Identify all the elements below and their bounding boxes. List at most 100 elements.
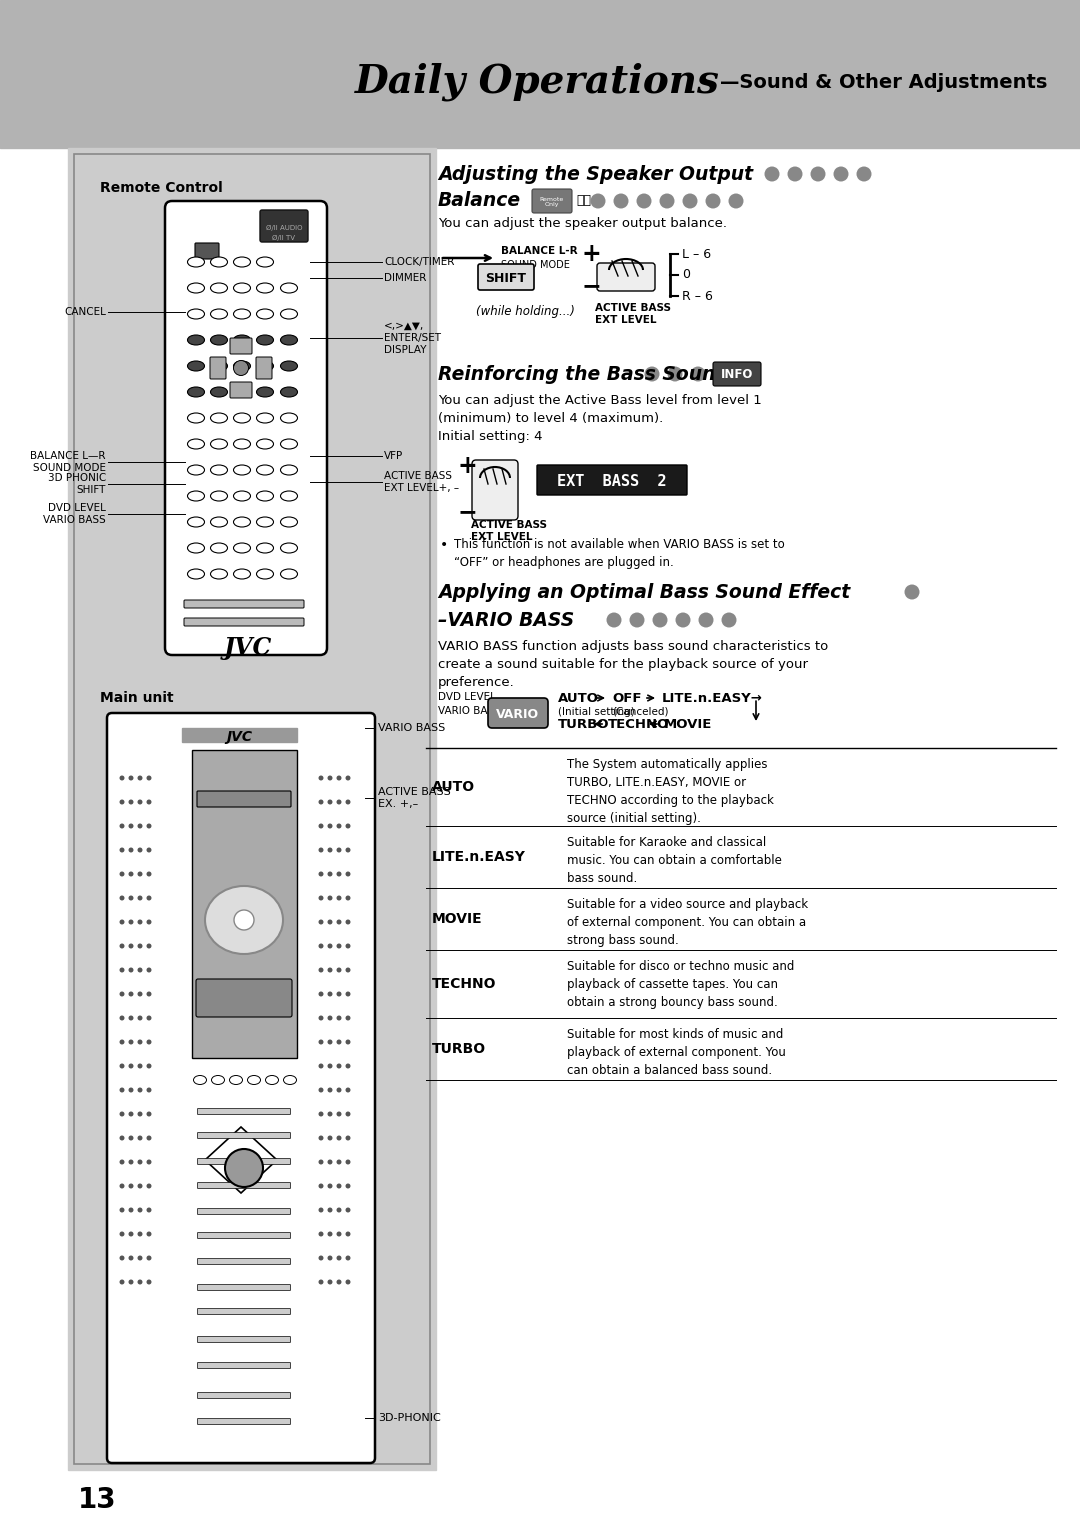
Ellipse shape [137,1232,143,1236]
Ellipse shape [319,1184,324,1189]
Ellipse shape [137,799,143,805]
Ellipse shape [188,465,204,475]
Ellipse shape [257,387,273,397]
Ellipse shape [137,1088,143,1093]
Text: Suitable for disco or techno music and
playback of cassette tapes. You can
obtai: Suitable for disco or techno music and p… [567,960,795,1008]
Ellipse shape [257,257,273,267]
Ellipse shape [188,542,204,553]
Ellipse shape [319,1279,324,1285]
Ellipse shape [129,1135,134,1140]
Ellipse shape [211,335,228,345]
Ellipse shape [233,490,251,501]
Ellipse shape [281,465,297,475]
Text: LITE.n.EASY→: LITE.n.EASY→ [662,692,762,704]
Ellipse shape [319,1232,324,1236]
Text: OFF: OFF [612,692,642,704]
Ellipse shape [137,920,143,924]
Text: SHIFT: SHIFT [486,272,527,284]
Ellipse shape [188,361,204,371]
Text: +: + [457,454,477,478]
Text: Adjusting the Speaker Output: Adjusting the Speaker Output [438,165,753,183]
Text: LITE.n.EASY: LITE.n.EASY [432,850,526,863]
FancyBboxPatch shape [198,1233,291,1239]
Ellipse shape [147,1016,151,1021]
Ellipse shape [120,1279,124,1285]
Ellipse shape [120,1184,124,1189]
Ellipse shape [266,1076,279,1085]
Ellipse shape [188,283,204,293]
FancyBboxPatch shape [198,1308,291,1314]
Ellipse shape [120,1063,124,1068]
Ellipse shape [337,871,341,877]
Ellipse shape [147,967,151,972]
Ellipse shape [327,824,333,828]
Ellipse shape [699,613,714,628]
Ellipse shape [346,1184,351,1189]
Ellipse shape [233,465,251,475]
Ellipse shape [319,1111,324,1117]
Ellipse shape [346,1039,351,1045]
Ellipse shape [319,1063,324,1068]
Ellipse shape [233,413,251,423]
Ellipse shape [137,776,143,781]
Text: MOVIE: MOVIE [432,912,483,926]
Ellipse shape [137,992,143,996]
Ellipse shape [129,1088,134,1093]
Ellipse shape [211,490,228,501]
Ellipse shape [346,943,351,949]
FancyBboxPatch shape [472,460,518,520]
Ellipse shape [346,1135,351,1140]
FancyBboxPatch shape [210,358,226,379]
Ellipse shape [337,1184,341,1189]
Text: SOUND MODE: SOUND MODE [501,260,570,270]
Ellipse shape [787,167,802,182]
Ellipse shape [645,367,660,382]
Text: Ø/II AUDIO: Ø/II AUDIO [266,225,302,231]
Ellipse shape [147,1039,151,1045]
FancyBboxPatch shape [195,979,292,1018]
Ellipse shape [257,568,273,579]
Ellipse shape [327,1016,333,1021]
Ellipse shape [346,1232,351,1236]
Ellipse shape [327,895,333,900]
Ellipse shape [120,992,124,996]
FancyBboxPatch shape [198,1183,291,1189]
Ellipse shape [257,465,273,475]
Ellipse shape [137,895,143,900]
Text: JVC: JVC [226,730,252,744]
Text: 〜〜: 〜〜 [576,194,591,208]
Text: Main unit: Main unit [100,691,174,704]
Ellipse shape [257,490,273,501]
Ellipse shape [319,967,324,972]
Ellipse shape [147,824,151,828]
Ellipse shape [337,1088,341,1093]
Text: TURBO: TURBO [432,1042,486,1056]
Text: AUTO: AUTO [432,779,475,795]
Ellipse shape [319,776,324,781]
Ellipse shape [337,799,341,805]
Ellipse shape [234,911,254,931]
Ellipse shape [129,967,134,972]
Ellipse shape [257,413,273,423]
FancyBboxPatch shape [260,209,308,241]
Ellipse shape [188,257,204,267]
FancyBboxPatch shape [198,1392,291,1398]
Ellipse shape [337,1207,341,1213]
FancyBboxPatch shape [198,1363,291,1369]
Ellipse shape [327,1063,333,1068]
Text: (Canceled): (Canceled) [612,707,669,717]
Ellipse shape [120,967,124,972]
Bar [192,750,297,1057]
Ellipse shape [137,1256,143,1261]
Text: ACTIVE BASS
EXT LEVEL: ACTIVE BASS EXT LEVEL [471,520,546,542]
Ellipse shape [137,1160,143,1164]
Ellipse shape [120,871,124,877]
Ellipse shape [147,1184,151,1189]
Text: DIMMER: DIMMER [384,274,427,283]
Ellipse shape [193,1076,206,1085]
Ellipse shape [729,194,743,208]
Ellipse shape [337,967,341,972]
Ellipse shape [257,516,273,527]
Ellipse shape [327,1279,333,1285]
FancyBboxPatch shape [198,1132,291,1138]
